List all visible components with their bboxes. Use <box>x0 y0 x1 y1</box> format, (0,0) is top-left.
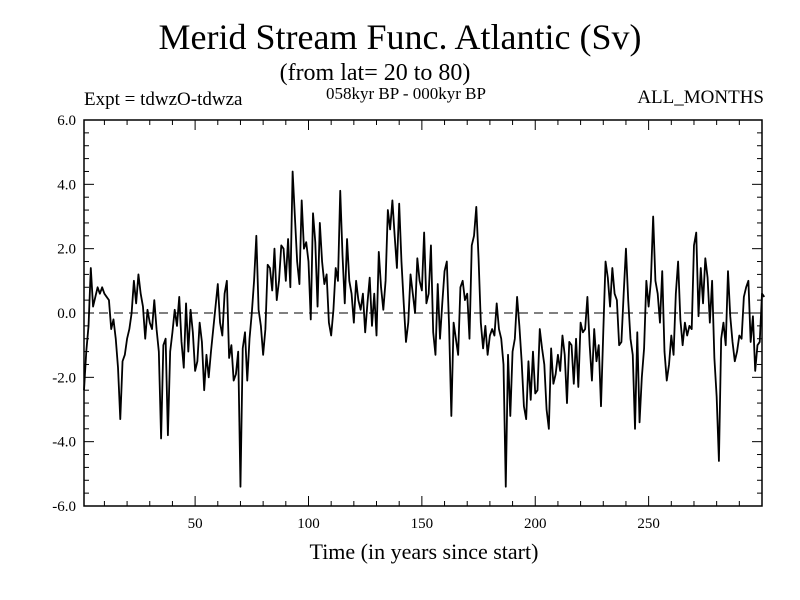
x-tick-label: 50 <box>188 516 203 532</box>
x-tick-label: 200 <box>524 516 547 532</box>
x-axis-title: Time (in years since start) <box>309 539 539 564</box>
y-axis: -6.0 -4.0 -2.0 0.0 2.0 4.0 6.0 <box>52 113 762 515</box>
x-axis: 50 100 150 200 250 <box>103 120 763 532</box>
y-tick-label: 6.0 <box>57 113 76 129</box>
y-tick-label: 0.0 <box>57 306 76 322</box>
x-tick-label: 100 <box>297 516 320 532</box>
y-tick-label: 2.0 <box>57 242 76 258</box>
series-line <box>83 170 766 488</box>
y-tick-label: -4.0 <box>52 435 76 451</box>
y-tick-label: -6.0 <box>52 499 76 515</box>
experiment-label: Expt = tdwzO-tdwza <box>84 89 243 110</box>
chart-subtitle: (from lat= 20 to 80) <box>279 60 471 86</box>
y-tick-label: -2.0 <box>52 370 76 386</box>
x-tick-label: 250 <box>637 516 660 532</box>
plot-frame <box>83 119 763 507</box>
months-label: ALL_MONTHS <box>637 87 764 108</box>
x-tick-label: 150 <box>411 516 434 532</box>
y-tick-label: 4.0 <box>57 177 76 193</box>
period-label: 058kyr BP - 000kyr BP <box>326 84 486 103</box>
chart-title: Merid Stream Func. Atlantic (Sv) <box>158 17 642 57</box>
